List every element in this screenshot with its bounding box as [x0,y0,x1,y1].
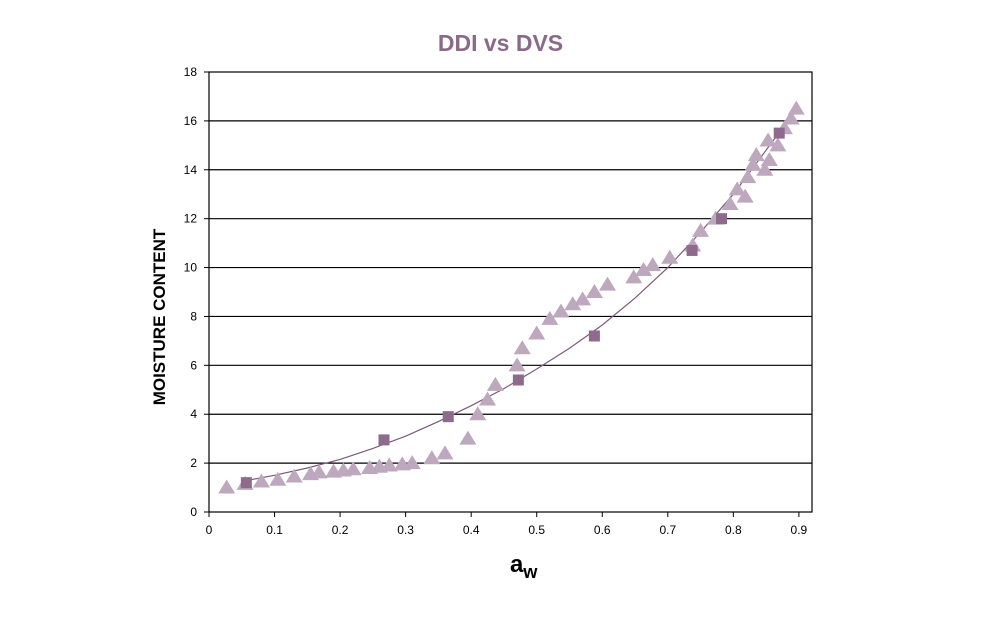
y-tick-label: 4 [190,407,197,421]
y-tick-label: 6 [190,358,197,372]
y-tick-label: 18 [184,65,198,79]
triangle-point [599,276,617,291]
x-tick-label: 0.4 [463,523,480,537]
y-tick-label: 16 [184,114,198,128]
triangle-point [508,357,526,372]
triangle-point [269,471,287,486]
triangle-point [310,464,328,479]
triangle-point [747,147,765,162]
square-point [378,434,390,446]
square-point [686,244,698,256]
triangle-point [479,391,497,406]
y-tick-label: 8 [190,309,197,323]
data-points [218,100,805,494]
triangle-point [564,296,582,311]
triangle-point [769,137,787,152]
triangle-point [403,455,421,470]
triangle-point [528,325,546,340]
square-point [716,213,728,225]
y-tick-label: 10 [184,261,198,275]
triangle-point [486,376,504,391]
x-tick-label: 0.9 [791,523,808,537]
triangle-point [744,156,762,171]
curve-line [241,105,800,482]
square-point [512,374,524,386]
square-point [240,477,252,489]
triangle-point [782,110,800,125]
triangle-point [459,430,477,445]
triangle-point [625,269,643,284]
y-tick-label: 12 [184,212,198,226]
y-tick-label: 0 [190,505,197,519]
triangle-point [760,152,778,166]
triangle-point [661,249,679,264]
square-point [773,127,785,139]
triangle-point [585,284,603,298]
triangle-point [552,303,570,318]
triangle-point [644,257,662,272]
triangle-point [756,161,774,176]
x-tick-label: 0.3 [397,523,414,537]
fitted-curve [241,105,800,482]
x-tick-label: 0.8 [725,523,742,537]
triangle-point [436,445,454,460]
triangle-point [513,340,531,355]
plot-frame [208,71,813,513]
triangle-point [541,310,559,325]
triangle-point [423,450,441,465]
square-point [588,330,600,342]
triangle-point [380,457,398,472]
triangle-point [692,222,710,237]
x-tick-label: 0.7 [659,523,676,537]
triangle-point [728,181,746,196]
x-tick-label: 0.6 [594,523,611,537]
triangle-point [285,468,303,483]
triangle-point [736,188,754,203]
x-tick-label: 0.2 [332,523,349,537]
triangle-point [252,473,270,488]
triangle-point [344,461,362,476]
square-point [442,411,454,423]
triangle-point [759,132,777,147]
triangle-point [574,291,592,306]
x-tick-label: 0 [206,523,213,537]
y-tick-label: 14 [184,163,198,177]
triangle-point [787,100,805,115]
y-tick-labels: 0 2 4 6 8 10 12 14 16 18 [184,65,209,519]
x-axis-label: aw [510,551,537,583]
x-tick-labels: 0 0.1 0.2 0.3 0.4 0.5 0.6 0.7 0.8 0.9 [206,512,808,537]
x-axis-label-main: a [510,551,524,578]
y-tick-label: 2 [190,456,197,470]
triangle-point [218,479,236,494]
x-axis-label-subscript: w [523,562,538,582]
triangle-point [635,262,653,276]
grid-lines [209,120,812,464]
triangle-point [721,196,739,210]
x-tick-label: 0.1 [266,523,283,537]
triangle-point [739,169,757,184]
x-tick-label: 0.5 [528,523,545,537]
chart-title: DDI vs DVS [437,30,564,56]
triangle-point [469,406,487,421]
